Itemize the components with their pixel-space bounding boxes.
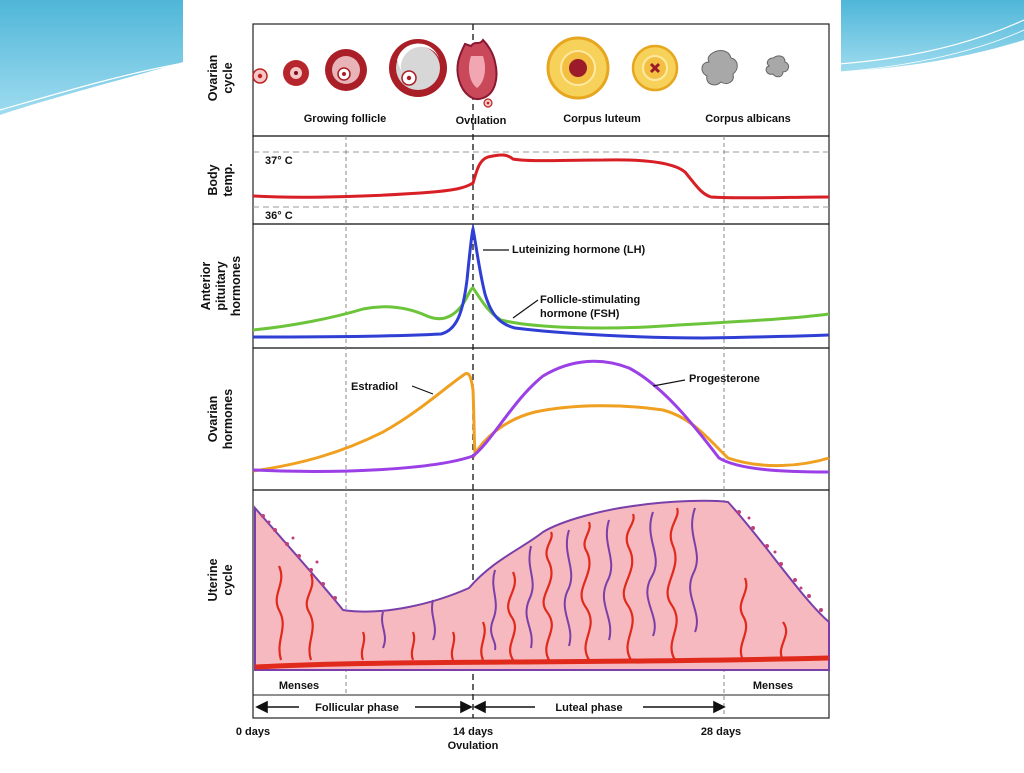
day-0-label: 0 days (236, 726, 270, 738)
corpus-luteum-label: Corpus luteum (563, 113, 641, 125)
fsh-curve (252, 286, 830, 332)
temperature-curve (252, 153, 830, 200)
luteal-phase-label: Luteal phase (555, 702, 622, 714)
follicle-stage-2-icon (283, 60, 309, 86)
ovulation-stage-label: Ovulation (456, 115, 507, 127)
estradiol-label: Estradiol (351, 381, 398, 393)
estradiol-curve (252, 372, 830, 473)
ovulation-icon (456, 38, 498, 108)
phase-arrows (255, 700, 726, 714)
day-28-label: 28 days (701, 726, 741, 738)
menses-right-label: Menses (753, 680, 793, 692)
panel-frames (252, 23, 830, 719)
menstrual-cycle-figure: Ovariancycle Bodytemp. Anteriorpituitary… (183, 0, 841, 768)
endometrial-glands (381, 507, 698, 651)
progesterone-curve (252, 359, 830, 474)
spiral-arteries (275, 507, 788, 661)
temp-reference-lines (253, 151, 829, 208)
basal-vessel (254, 655, 830, 670)
menses-left-label: Menses (279, 680, 319, 692)
temp-36-label: 36° C (265, 210, 293, 222)
estradiol-leader (411, 385, 434, 395)
fsh-label: Follicle-stimulating hormone (FSH) (540, 294, 640, 320)
background-wave (0, 0, 1024, 119)
corpus-albicans-label: Corpus albicans (705, 113, 791, 125)
shedding-debris (261, 510, 823, 612)
lh-curve (252, 223, 830, 340)
progesterone-label: Progesterone (689, 373, 760, 385)
figure-canvas: Ovariancycle Bodytemp. Anteriorpituitary… (199, 23, 830, 752)
pituitary-side-label: Anteriorpituitaryhormones (199, 256, 243, 316)
progesterone-leader (652, 379, 686, 387)
ovarian-stages (252, 36, 790, 108)
endometrium-illustration (254, 499, 830, 671)
follicle-stage-3-icon (325, 49, 367, 91)
corpus-albicans-large-icon (701, 50, 738, 86)
uterine-panel (252, 489, 830, 719)
follicle-stage-4-icon (389, 39, 447, 97)
day-14-ovulation-label: Ovulation (448, 740, 499, 752)
ovarian-cycle-side-label: Ovariancycle (206, 55, 235, 102)
lh-label: Luteinizing hormone (LH) (512, 244, 646, 256)
day-14-label: 14 days (453, 726, 493, 738)
ovarian-hormones-panel (252, 347, 830, 491)
uterine-side-label: Uterinecycle (206, 558, 235, 601)
corpus-luteum-small-icon (631, 44, 679, 92)
body-temp-panel (252, 135, 830, 225)
corpus-luteum-large-icon (546, 36, 610, 100)
body-temp-side-label: Bodytemp. (206, 163, 235, 196)
fsh-leader (512, 299, 539, 319)
follicular-phase-label: Follicular phase (315, 702, 399, 714)
growing-follicle-label: Growing follicle (304, 113, 387, 125)
endometrium-lining (254, 499, 830, 671)
follicle-stage-1-icon (252, 68, 268, 84)
corpus-albicans-small-icon (765, 55, 790, 78)
ovarian-hormones-side-label: Ovarianhormones (206, 389, 235, 449)
temp-37-label: 37° C (265, 155, 293, 167)
